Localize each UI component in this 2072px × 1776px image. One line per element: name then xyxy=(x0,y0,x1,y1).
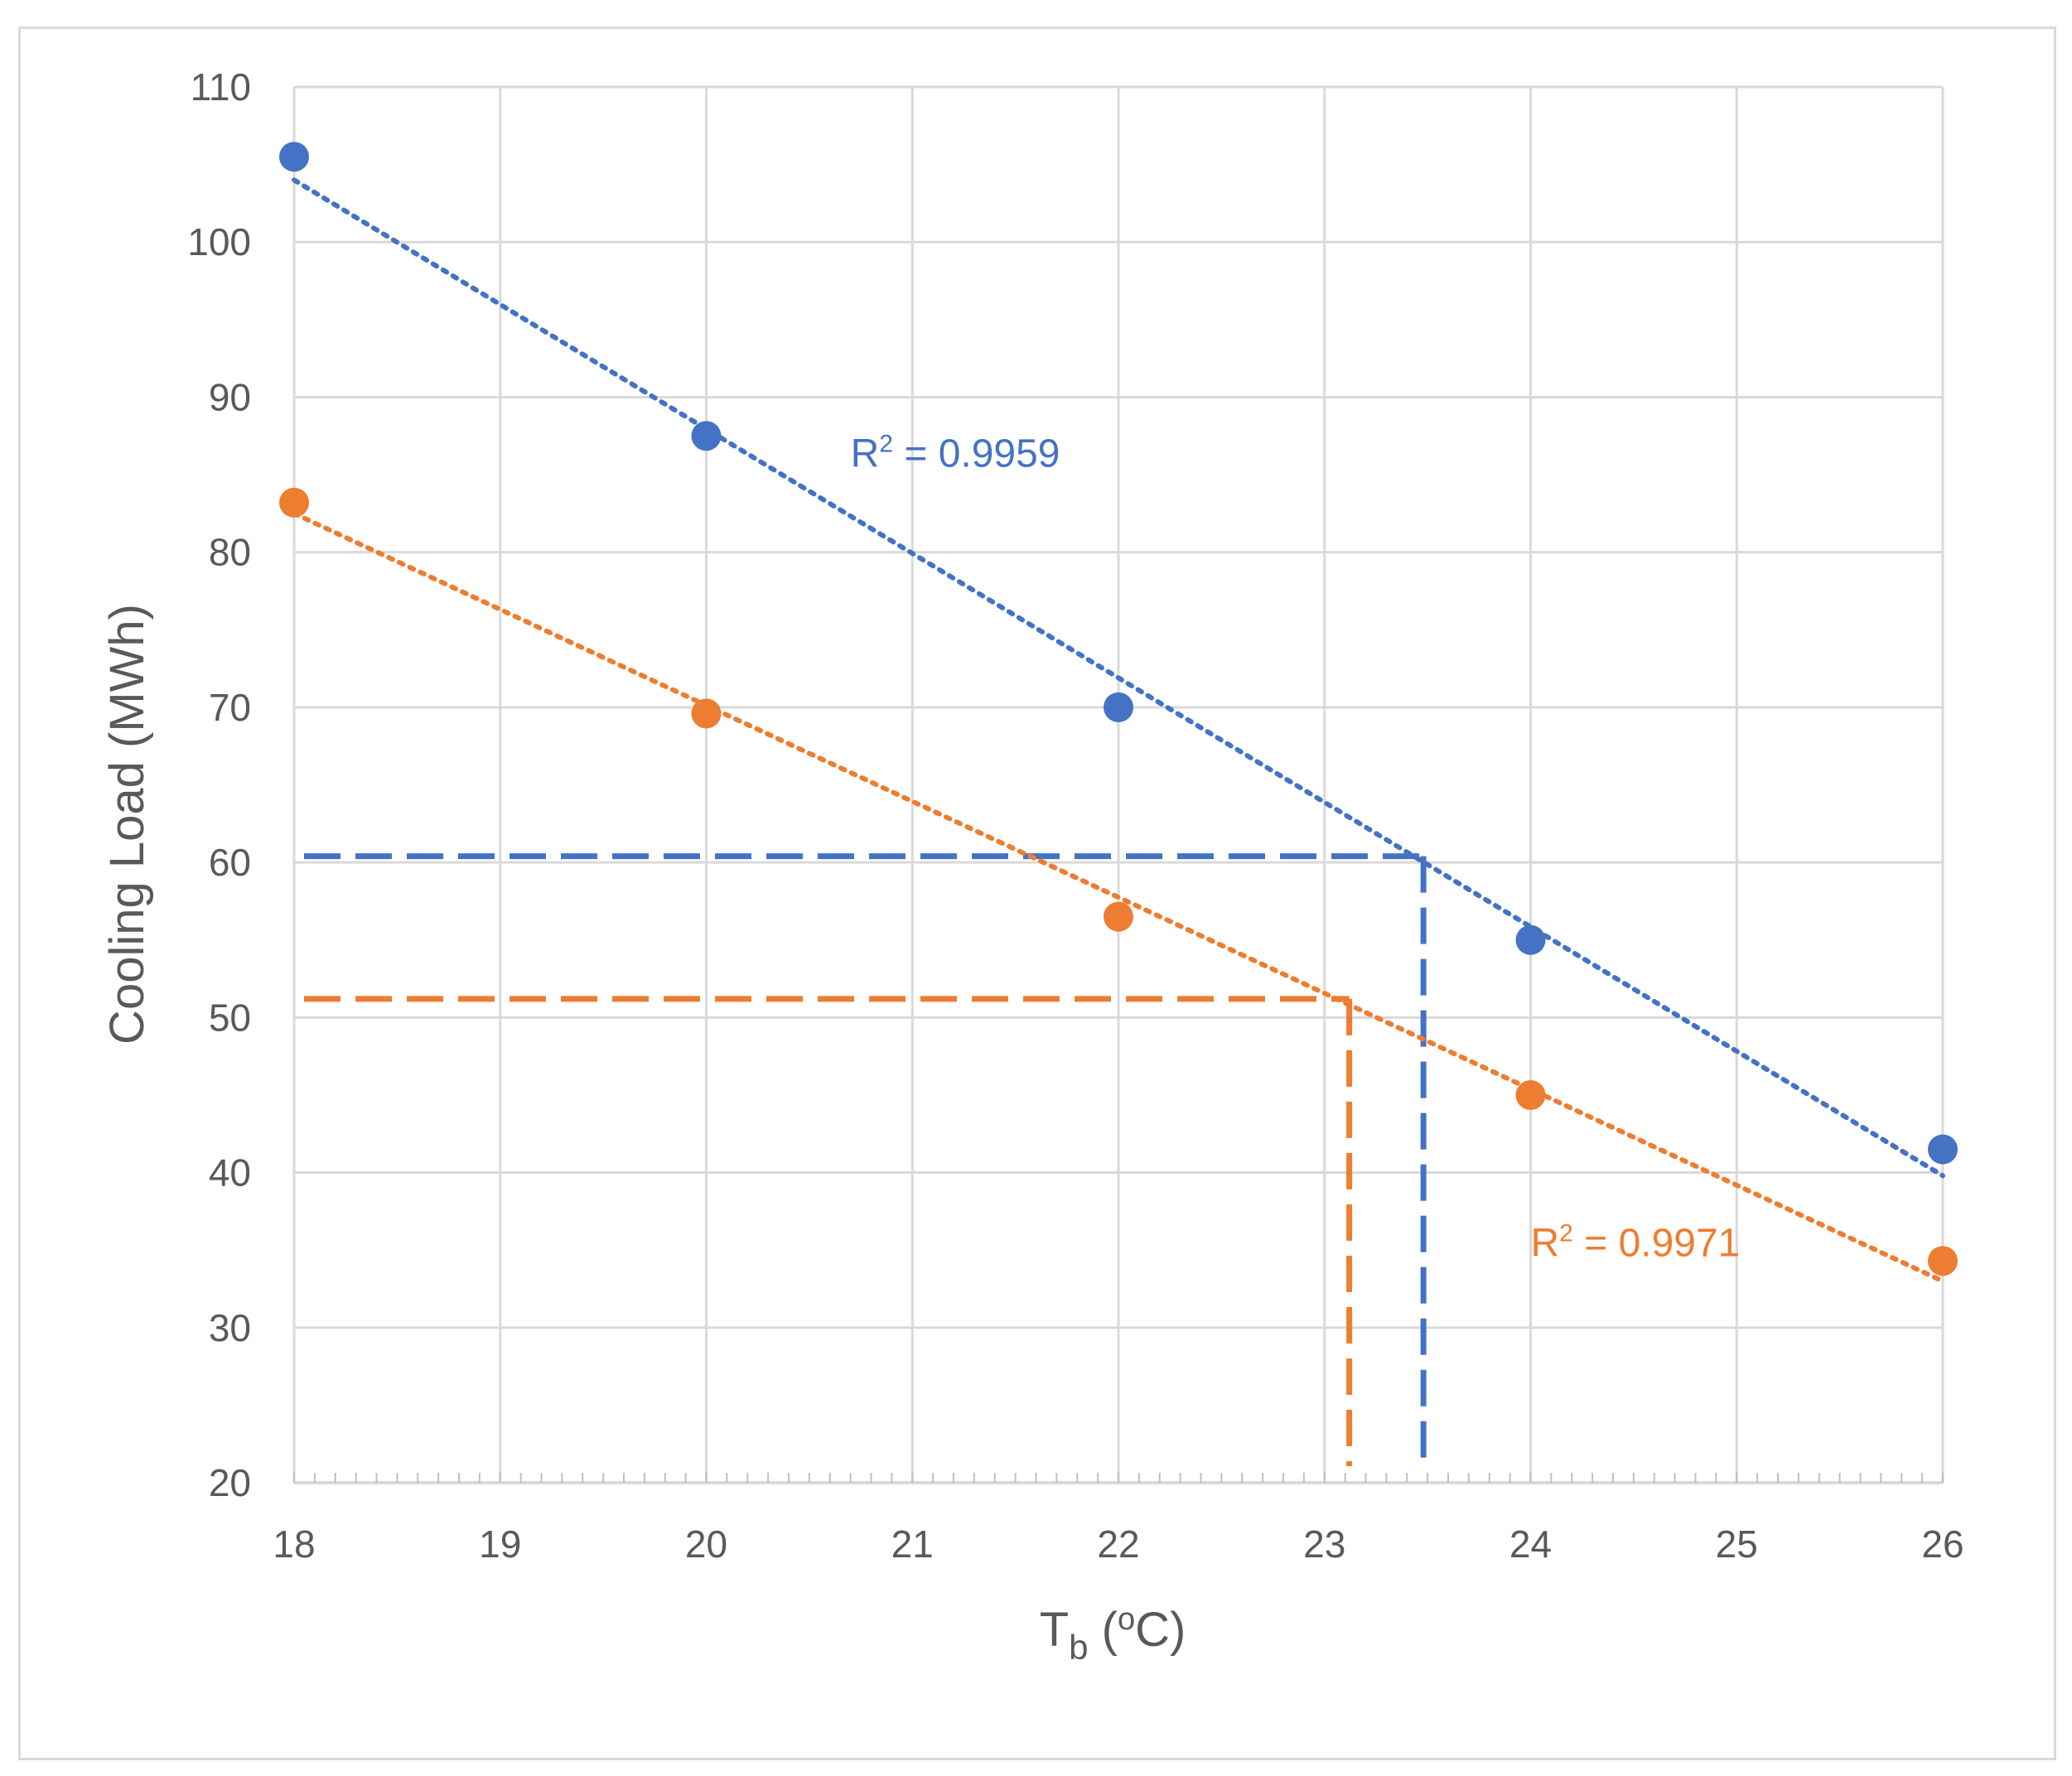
x-axis-title: Tb (oC) xyxy=(1040,1602,1186,1667)
series-1-r2-label: R2 = 0.9959 xyxy=(851,431,1060,476)
series-2-point xyxy=(1928,1246,1958,1276)
x-tick-label: 25 xyxy=(1716,1523,1758,1566)
chart-frame: 20 30 40 50 60 70 80 90 100 110 18 19 20 21 22 23 24 25 2… xyxy=(18,27,2056,1760)
x-axis-title-superscript: o xyxy=(1118,1602,1135,1637)
y-tick-labels: 20 30 40 50 60 70 80 90 100 110 xyxy=(187,65,251,1504)
data-points xyxy=(279,142,1958,1276)
reference-lines xyxy=(304,853,1427,1466)
series-2-r2-prefix: R xyxy=(1531,1222,1560,1266)
x-tick-label: 23 xyxy=(1303,1523,1345,1566)
series-1-point xyxy=(1515,924,1546,955)
trendlines xyxy=(292,177,1945,1284)
series-2-r2-label: R2 = 0.9971 xyxy=(1531,1220,1741,1266)
series-2-point xyxy=(1104,901,1133,932)
minor-ticks xyxy=(293,1473,1944,1483)
y-tick-label: 50 xyxy=(209,996,251,1039)
x-tick-label: 20 xyxy=(685,1523,727,1566)
y-tick-label: 40 xyxy=(209,1151,251,1194)
y-axis-title: Cooling Load (MWh) xyxy=(100,604,154,1045)
series-1-point xyxy=(1928,1134,1958,1165)
series-1-trendline xyxy=(292,177,1945,1179)
series-1-point xyxy=(279,142,309,172)
x-tick-label: 24 xyxy=(1509,1523,1552,1566)
y-tick-label: 110 xyxy=(191,65,251,109)
x-tick-label: 26 xyxy=(1921,1523,1963,1566)
y-tick-label: 100 xyxy=(187,220,251,263)
series-2-r2-superscript: 2 xyxy=(1559,1220,1573,1248)
x-axis-title-main: T xyxy=(1040,1603,1069,1657)
x-tick-label: 21 xyxy=(891,1523,934,1566)
series-2-point xyxy=(1515,1079,1546,1110)
series-2-point xyxy=(279,487,309,518)
series-1-r2-superscript: 2 xyxy=(879,431,893,458)
y-tick-label: 90 xyxy=(209,375,251,418)
x-tick-label: 18 xyxy=(273,1523,315,1566)
x-axis-title-unit: C) xyxy=(1135,1603,1186,1657)
series-2-point xyxy=(691,698,722,729)
y-tick-label: 70 xyxy=(209,686,251,729)
x-tick-labels: 18 19 20 21 22 23 24 25 26 xyxy=(273,1523,1963,1566)
y-tick-label: 30 xyxy=(209,1306,251,1349)
x-axis-title-paren: ( xyxy=(1089,1603,1118,1657)
x-tick-label: 19 xyxy=(479,1523,521,1566)
series-1-point xyxy=(1104,692,1133,722)
y-tick-label: 80 xyxy=(209,531,251,574)
grid xyxy=(292,85,1944,1484)
series-1-r2-value: = 0.9959 xyxy=(893,432,1060,476)
x-axis-title-subscript: b xyxy=(1069,1628,1088,1667)
y-tick-label: 20 xyxy=(209,1461,251,1504)
x-tick-label: 22 xyxy=(1097,1523,1139,1566)
series-2-r2-value: = 0.9971 xyxy=(1573,1222,1741,1266)
y-tick-label: 60 xyxy=(209,841,251,884)
series-1-r2-prefix: R xyxy=(851,432,880,476)
series-2-trendline xyxy=(292,510,1945,1284)
series-1-point xyxy=(691,421,722,451)
